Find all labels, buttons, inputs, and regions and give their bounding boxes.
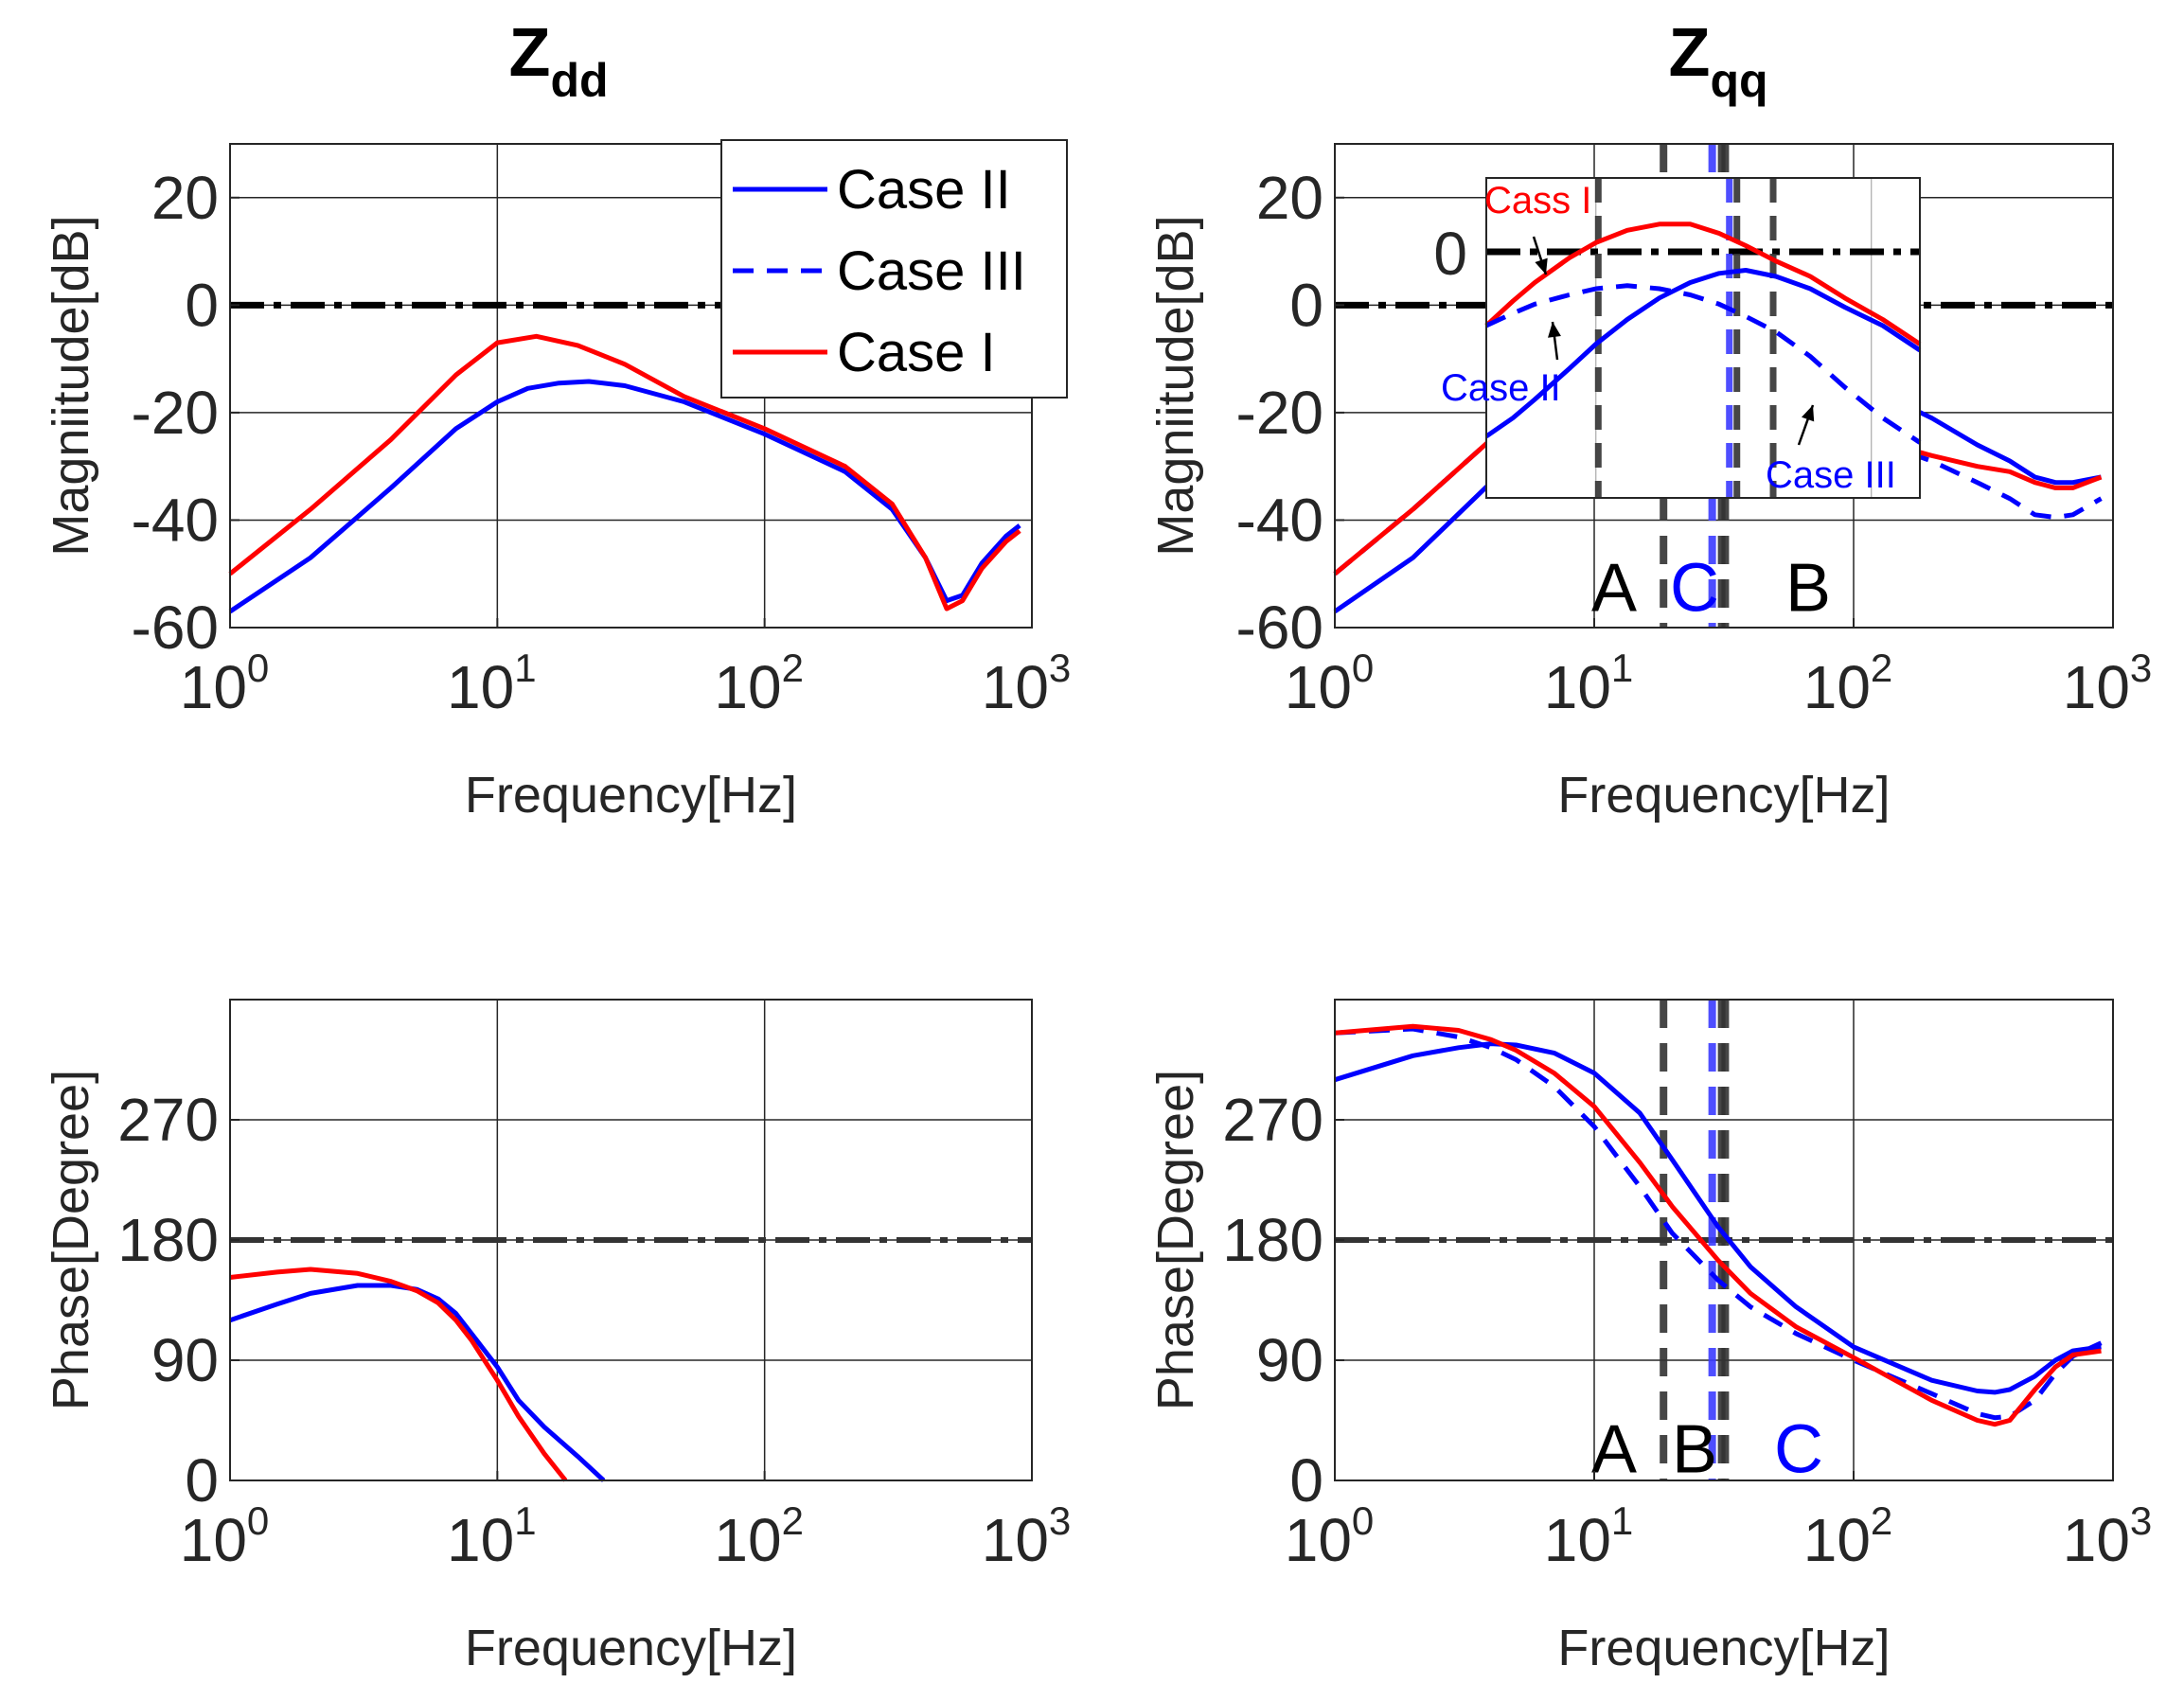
- zqq_phase-marker-label-a: A: [1591, 1411, 1637, 1487]
- inset-zero-label: 0: [1433, 220, 1467, 288]
- zqq_phase-ytick-label: 0: [1289, 1446, 1323, 1515]
- zqq_phase-ytick-label: 270: [1222, 1086, 1323, 1154]
- inset-annotation-arrowhead: [1548, 322, 1561, 338]
- zdd_mag-xtick-label: 102: [714, 646, 804, 721]
- inset-series-case-iii: [1484, 283, 1922, 445]
- zdd_phase-xtick-label: 102: [714, 1498, 804, 1574]
- zdd_mag-xtick-label: 103: [982, 646, 1072, 721]
- zqq-magnitude-inset: 0 Cass I Case II Case III: [1433, 177, 1922, 499]
- zdd_phase-xtick-label: 100: [180, 1498, 270, 1574]
- zqq-title-main: Z: [1668, 15, 1710, 91]
- zdd_phase-series-case-i: [229, 1267, 568, 1482]
- zqq_phase-xtick-label: 101: [1544, 1498, 1634, 1574]
- zdd_phase-ytick-label: 0: [185, 1446, 219, 1515]
- zdd-title-sub: dd: [550, 54, 608, 107]
- zqq-phase-plot: A B C 0 90 180 270 100 101 102 103 Frequency[Hz] Pha…: [1147, 999, 2153, 1676]
- legend-label-3: Case I: [837, 322, 996, 383]
- zdd_mag-xtick-label: 101: [447, 646, 537, 721]
- zqq_mag-ylabel: Magniitude[dB]: [1147, 215, 1204, 556]
- inset-series-case-ii: [1484, 268, 1922, 439]
- zqq_phase-xlabel: Frequency[Hz]: [1557, 1620, 1890, 1676]
- zqq-title-sub: qq: [1710, 54, 1767, 107]
- zqq_mag-xtick-label: 100: [1285, 646, 1375, 721]
- legend-label-2: Case III: [837, 240, 1026, 302]
- zqq_mag-ytick-label: 0: [1289, 271, 1323, 339]
- zqq_mag-xlabel: Frequency[Hz]: [1557, 767, 1890, 824]
- zqq_phase-marker-label-b: B: [1672, 1411, 1717, 1487]
- zdd_mag-series-case-ii: [228, 379, 1021, 614]
- zdd_mag-ytick-label: 20: [151, 164, 219, 232]
- zqq_phase-series-case-i: [1334, 1023, 2102, 1427]
- legend: Case II Case III Case I: [720, 139, 1068, 399]
- zdd-title-main: Z: [508, 15, 550, 91]
- zdd_phase-xtick-label: 101: [447, 1498, 537, 1574]
- zqq_mag-ytick-label: -40: [1236, 486, 1324, 554]
- legend-label-1: Case II: [837, 159, 1011, 221]
- zqq_mag-ytick-label: -20: [1236, 379, 1324, 447]
- zdd_mag-ytick-label: -40: [132, 486, 220, 554]
- zdd_mag-ytick-label: 0: [185, 271, 219, 339]
- zqq_mag-xtick-label: 103: [2063, 646, 2153, 721]
- inset-annotation-arrowhead: [1802, 405, 1815, 422]
- inset-annotation-arrowhead: [1535, 257, 1548, 275]
- zdd_mag-ytick-label: -60: [132, 594, 220, 662]
- zqq_mag-marker-label-b: B: [1785, 551, 1831, 627]
- zdd_mag-series-case-i: [228, 333, 1021, 611]
- inset-annotation-1: Cass I: [1484, 180, 1591, 221]
- inset-annotation-2: Case II: [1441, 367, 1561, 409]
- inset-border: [1485, 177, 1921, 499]
- zqq_phase-ytick-label: 90: [1256, 1326, 1323, 1394]
- zdd-phase-plot: 0 90 180 270 100 101 102 103 Frequency[Hz] Phase[…: [43, 999, 1072, 1676]
- zqq_phase-marker-label-c: C: [1774, 1411, 1823, 1487]
- zdd_mag-ytick-label: -20: [132, 379, 220, 447]
- zqq_phase-xtick-label: 100: [1285, 1498, 1375, 1574]
- zqq_mag-ytick-label: -60: [1236, 594, 1324, 662]
- zqq_mag-axes-box: [1334, 143, 2114, 629]
- zdd_phase-ytick-label: 90: [151, 1326, 219, 1394]
- zdd_phase-xlabel: Frequency[Hz]: [465, 1620, 797, 1676]
- zqq_mag-marker-label-c: C: [1670, 551, 1719, 627]
- zdd_phase-ytick-label: 180: [117, 1206, 219, 1274]
- zdd-magnitude-plot: -60 -40 -20 0 20 100 101 102 103 Frequency[Hz] Mag…: [43, 143, 1072, 824]
- zqq-title: Zqq: [1668, 15, 1767, 107]
- zdd_phase-ylabel: Phase[Degree]: [43, 1070, 99, 1410]
- zqq_mag-ytick-label: 20: [1256, 164, 1323, 232]
- zqq_phase-xtick-label: 103: [2063, 1498, 2153, 1574]
- zqq_mag-xtick-label: 102: [1803, 646, 1893, 721]
- zqq_phase-ylabel: Phase[Degree]: [1147, 1070, 1204, 1410]
- zqq_phase-xtick-label: 102: [1803, 1498, 1893, 1574]
- zdd_mag-ylabel: Magniitude[dB]: [43, 215, 99, 556]
- zdd_phase-xtick-label: 103: [982, 1498, 1072, 1574]
- zdd_mag-xlabel: Frequency[Hz]: [465, 767, 797, 824]
- zqq_mag-xtick-label: 101: [1544, 646, 1634, 721]
- inset-annotation-3: Case III: [1766, 454, 1896, 496]
- zdd_mag-xtick-label: 100: [180, 646, 270, 721]
- zqq_phase-ytick-label: 180: [1222, 1206, 1323, 1274]
- zdd_phase-series-case-ii: [229, 1283, 606, 1482]
- zdd-title: Zdd: [508, 15, 608, 107]
- zdd_phase-ytick-label: 270: [117, 1086, 219, 1154]
- zqq_mag-marker-label-a: A: [1591, 551, 1637, 627]
- zqq_phase-series-case-iii: [1334, 1026, 2103, 1421]
